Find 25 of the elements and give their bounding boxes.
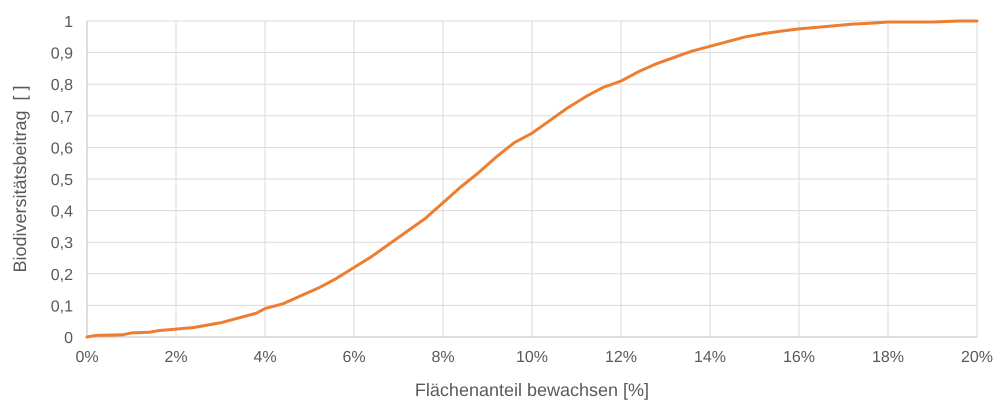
- y-tick-label: 0,4: [50, 204, 74, 221]
- y-tick-label: 0,5: [50, 172, 74, 189]
- y-tick-label: 0,3: [50, 235, 74, 252]
- x-tick-label: 16%: [782, 349, 816, 366]
- x-tick-label: 20%: [960, 349, 994, 366]
- x-tick-label: 10%: [516, 349, 548, 366]
- y-tick-label: 0,1: [50, 298, 74, 316]
- x-tick-label: 6%: [342, 349, 366, 366]
- x-tick-label: 18%: [872, 349, 904, 366]
- y-tick-label: 0,7: [50, 108, 74, 126]
- line-series: [86, 20, 978, 338]
- y-tick-label: 0,9: [50, 46, 74, 63]
- x-tick-label: 0%: [75, 349, 99, 366]
- y-tick-label: 0,2: [50, 266, 74, 284]
- x-tick-label: 14%: [694, 349, 726, 366]
- y-tick-label: 0,6: [50, 140, 74, 158]
- y-tick-label: 1: [64, 14, 74, 31]
- y-tick-label: 0: [64, 330, 74, 347]
- y-tick-label: 0,8: [50, 77, 74, 94]
- x-tick-label: 4%: [253, 349, 277, 366]
- x-axis-title: Flächenanteil bewachsen [%]: [414, 380, 650, 400]
- x-tick-label: 2%: [164, 349, 188, 366]
- x-tick-label: 8%: [431, 349, 455, 366]
- x-tick-label: 12%: [604, 349, 638, 366]
- y-axis-title: Biodiversitätsbeitrag [ ]: [10, 85, 30, 273]
